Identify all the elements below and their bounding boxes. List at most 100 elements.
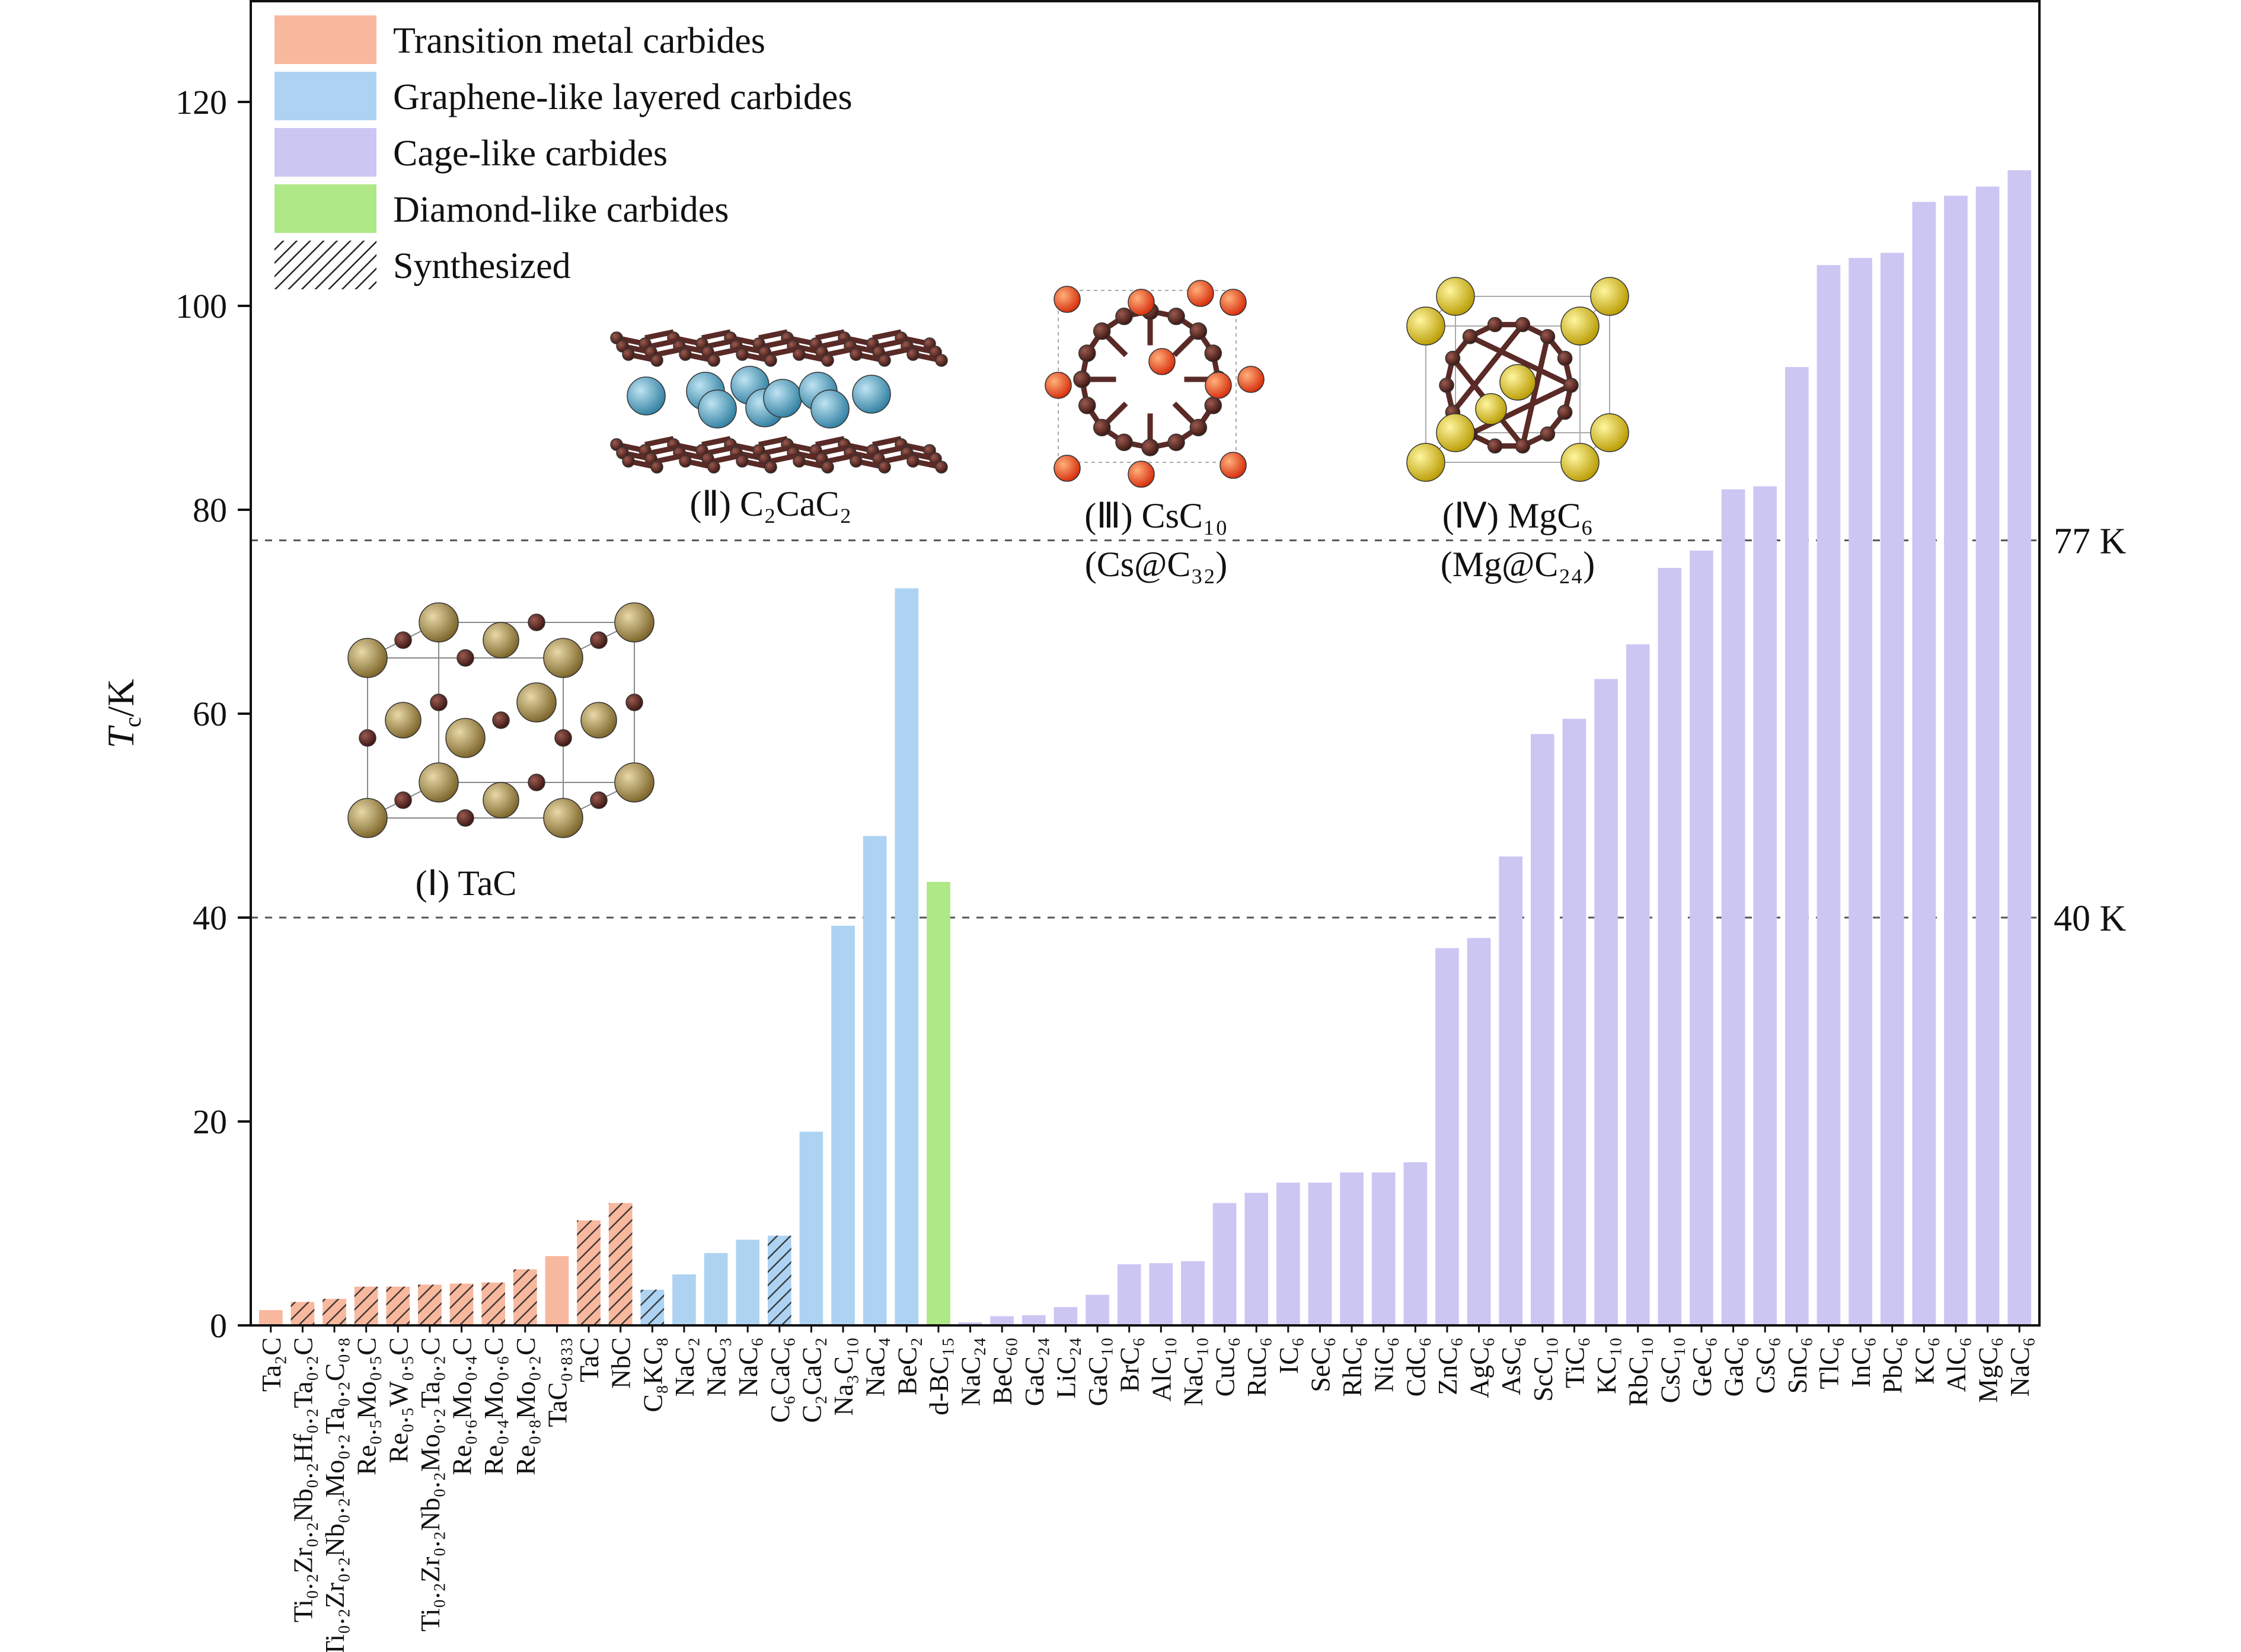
c-atom	[1073, 370, 1091, 388]
mg-atom	[1560, 443, 1600, 482]
c-bond	[872, 329, 902, 341]
mg-atom	[1406, 443, 1445, 482]
bar	[895, 588, 919, 1326]
bar-hatch	[290, 1302, 315, 1325]
mg-atom	[1475, 393, 1507, 425]
bar	[1849, 258, 1872, 1325]
c-atom	[1557, 350, 1573, 366]
structure-label: (Ⅳ) MgC₆	[1442, 496, 1594, 535]
c-bond	[650, 444, 680, 456]
x-tick-label: Re₀.₅Mo₀.₅C	[352, 1337, 382, 1475]
x-tick-label: AsC₆	[1496, 1337, 1526, 1395]
ta-atom	[385, 702, 422, 739]
c-atom	[821, 461, 834, 474]
c-atom	[1078, 344, 1096, 362]
c-atom	[650, 354, 663, 367]
x-tick-label: C₂CaC₂	[796, 1337, 826, 1423]
mg-atom	[1436, 413, 1475, 452]
legend-label: Cage-like carbides	[393, 133, 668, 174]
c-atom	[1487, 438, 1503, 454]
c-bond	[872, 436, 902, 448]
c-atom	[850, 455, 863, 468]
bar-hatch	[449, 1283, 474, 1325]
x-tick-label: GeC₆	[1687, 1337, 1717, 1397]
ta-atom	[419, 602, 459, 643]
bar	[990, 1316, 1014, 1325]
c-bond	[764, 444, 794, 456]
x-tick-label: NaC₃	[701, 1337, 732, 1397]
x-tick-label: TlC₆	[1814, 1337, 1844, 1389]
bar	[1244, 1193, 1269, 1325]
axes: 0 20 40 60 80 100 120 Tc/K	[100, 0, 2041, 1345]
x-tick-label: NaC₆	[733, 1337, 763, 1397]
c-bond	[707, 337, 737, 349]
x-tick-label: d-BC₁₅	[924, 1337, 954, 1415]
c-atom	[456, 649, 474, 667]
c-atom	[590, 791, 608, 809]
c-atom	[1487, 317, 1503, 333]
c-atom	[821, 354, 834, 367]
c-bond	[770, 452, 800, 464]
x-tick-label: InC₆	[1846, 1337, 1876, 1388]
y-axis-title: Tc/K	[100, 679, 146, 748]
c-atom	[764, 461, 777, 474]
bar	[1784, 367, 1809, 1326]
bar	[1690, 550, 1713, 1325]
c-atom	[1445, 350, 1461, 366]
ca-atom	[852, 375, 891, 414]
legend-swatch	[274, 72, 376, 120]
y-axis-title-symbol: T	[100, 725, 142, 749]
c-atom	[625, 694, 643, 711]
x-tick-label: GaC₁₀	[1083, 1337, 1113, 1406]
ca-atom	[810, 389, 850, 429]
x-tick-label: PbC₆	[1878, 1337, 1908, 1394]
structure-tac: (Ⅰ) TaC	[347, 602, 655, 903]
x-tick-label: AlC₁₀	[1146, 1337, 1176, 1402]
x-tick-label: NaC₂	[669, 1337, 700, 1397]
c-bond	[707, 444, 737, 456]
x-tick-label: LiC₂₄	[1051, 1337, 1081, 1399]
cs-atom	[1148, 348, 1176, 375]
bar-hatch	[608, 1203, 633, 1325]
c-bond	[758, 436, 788, 448]
c-atom	[622, 348, 635, 361]
c-bond	[821, 444, 851, 456]
bars	[258, 170, 2032, 1326]
c-bond	[827, 346, 857, 357]
structure-sublabel: (Cs@C₃₂)	[1085, 545, 1227, 584]
c-bond	[1450, 322, 1525, 414]
c-atom	[679, 348, 692, 361]
x-tick-label: TaC	[574, 1337, 604, 1382]
bar	[1975, 186, 2000, 1325]
x-tick-label: ScC₁₀	[1528, 1337, 1558, 1402]
bar	[1403, 1162, 1428, 1325]
y-tick-label: 0	[210, 1306, 227, 1345]
bar	[831, 925, 855, 1325]
c-atom	[1204, 397, 1222, 414]
bar-hatch	[640, 1289, 665, 1325]
c-bond	[758, 329, 788, 341]
x-tick-label: RuC₆	[1241, 1337, 1272, 1397]
c-atom	[359, 729, 376, 747]
structure-label: (Ⅱ) C₂CaC₂	[689, 484, 851, 523]
bar-hatch	[386, 1286, 410, 1325]
c-atom	[650, 461, 663, 474]
c-atom	[1115, 433, 1133, 451]
cs-atom	[1128, 289, 1155, 316]
c-atom	[1439, 378, 1454, 393]
structure-label: (Ⅰ) TaC	[416, 864, 517, 903]
structure-csc10: (Ⅲ) CsC₁₀ (Cs@C₃₂)	[1045, 280, 1265, 584]
bar	[1880, 253, 1904, 1325]
bar	[1371, 1172, 1396, 1325]
bar	[1944, 196, 1968, 1325]
c-bond	[650, 337, 680, 349]
c-atom	[935, 354, 948, 367]
x-tick-label: Na₃C₁₀	[828, 1337, 858, 1415]
cs-atom	[1237, 366, 1265, 393]
mg-atom	[1560, 306, 1600, 346]
ca-atom	[698, 389, 737, 429]
c-atom	[1093, 322, 1111, 340]
c-bond	[656, 346, 686, 357]
x-tick-label: Re₀.₆Mo₀.₄C	[447, 1337, 477, 1475]
x-tick-label: KC₁₀	[1591, 1337, 1621, 1394]
